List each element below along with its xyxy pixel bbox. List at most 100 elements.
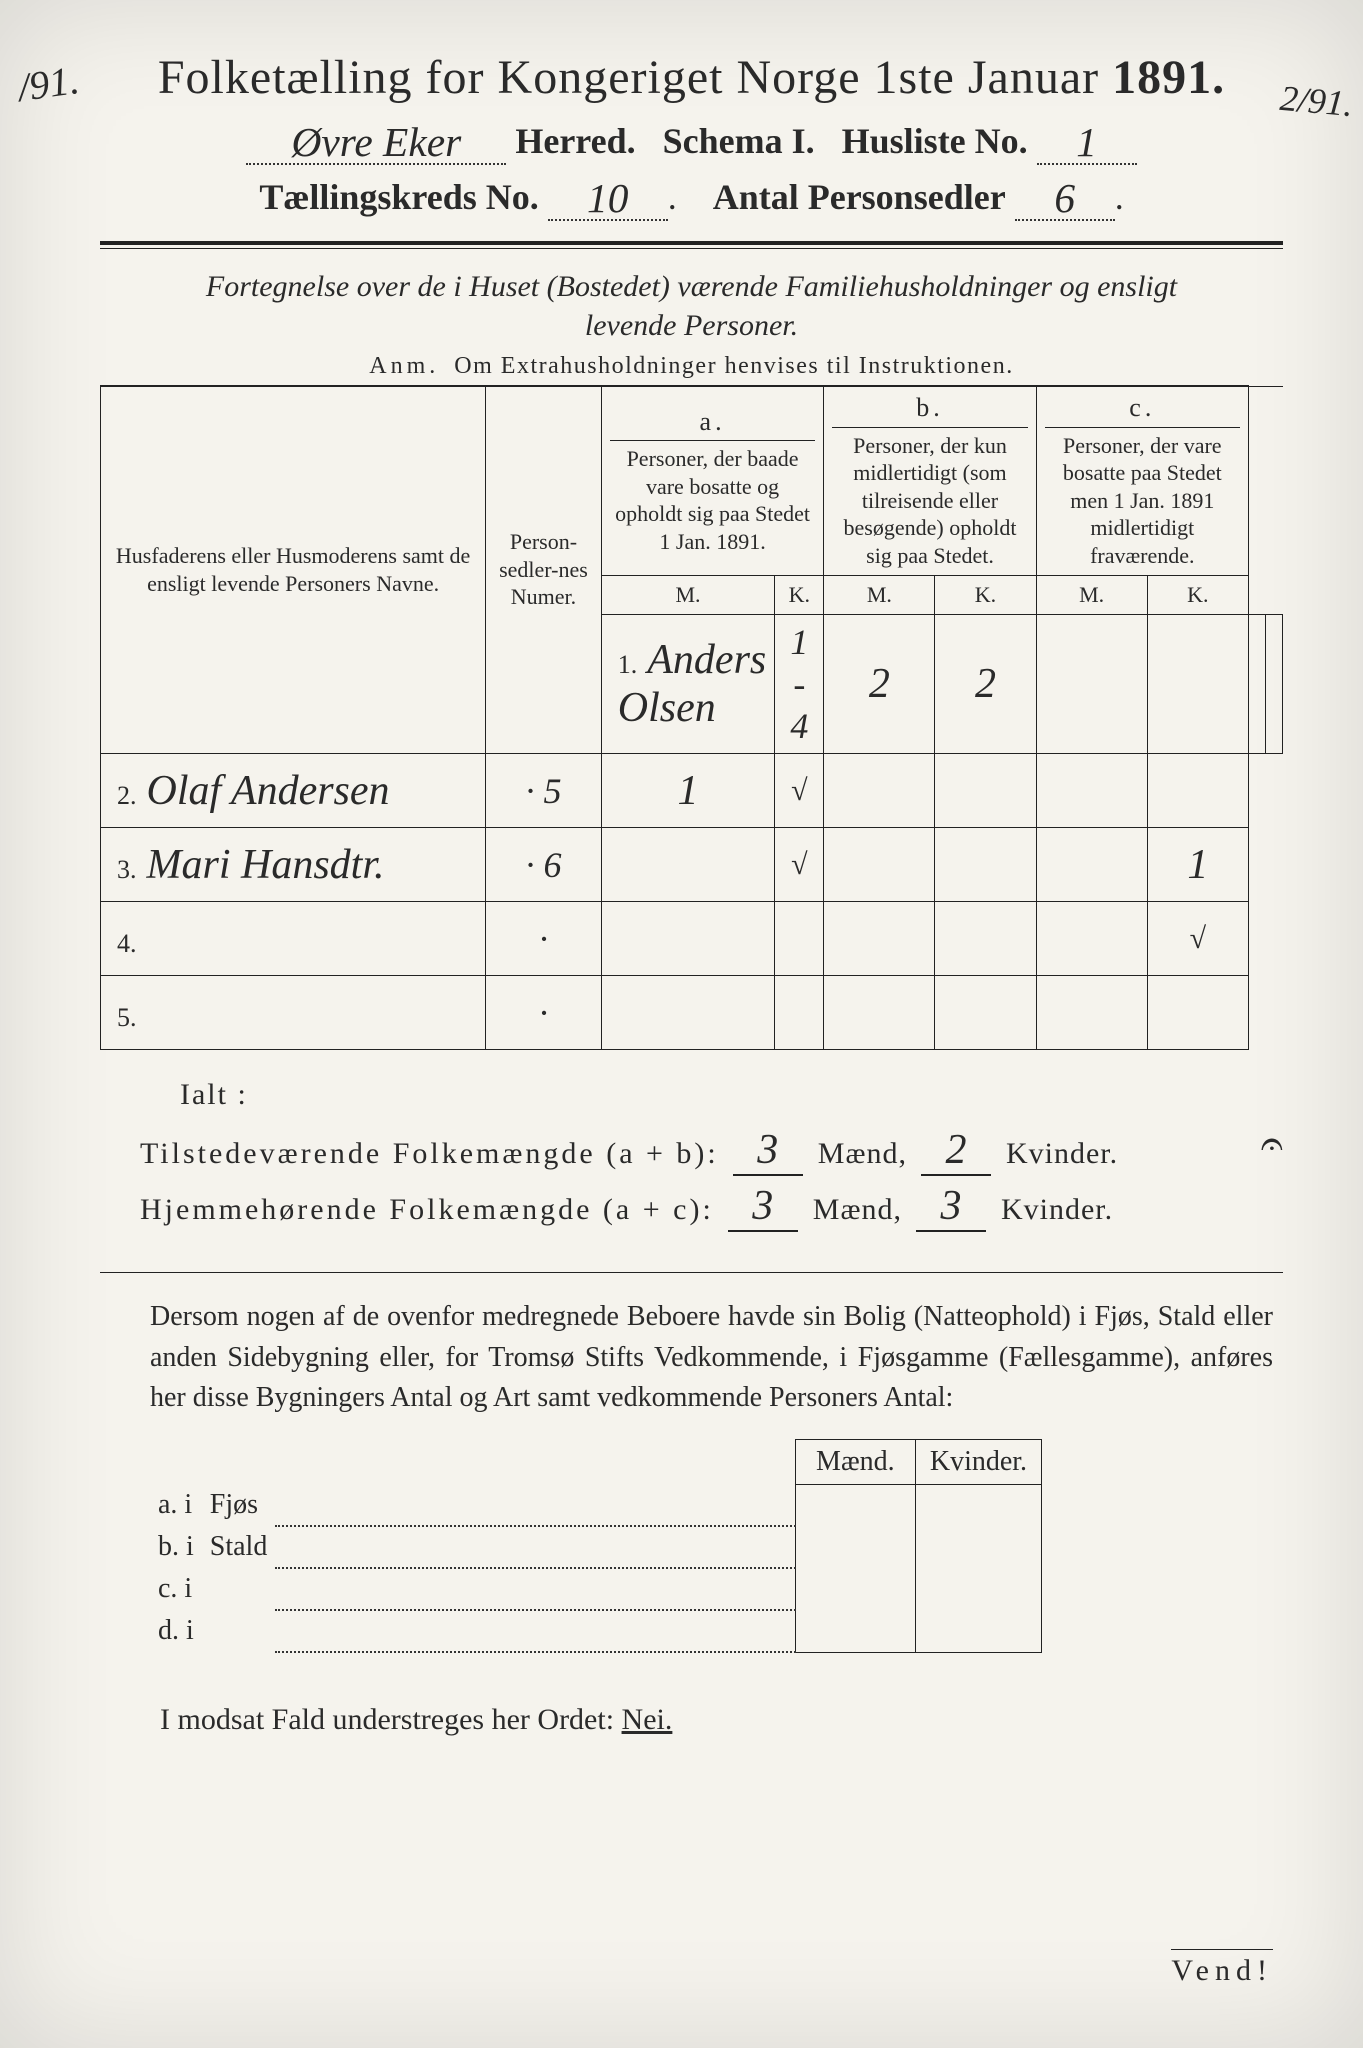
a-m: M. — [601, 576, 775, 615]
bldg-head-m: Mænd. — [795, 1439, 915, 1484]
total1-k: 2 — [945, 1127, 967, 1173]
a-text: Personer, der baade vare bosatte og opho… — [615, 446, 810, 554]
title-year: 1891. — [1112, 51, 1225, 104]
header-line-2: Tællingskreds No. 10. Antal Personsedler… — [100, 171, 1283, 221]
col-head-name-text: Husfaderens eller Husmoderens samt de en… — [116, 543, 470, 596]
bldg-stald: Stald — [202, 1526, 276, 1568]
building-table: Mænd. Kvinder. a. i Fjøs b. i Stald c. i… — [150, 1439, 1042, 1654]
right-margin-note: 2/91. — [1278, 77, 1354, 125]
antal-label: Antal Personsedler — [713, 177, 1006, 217]
table-row: 2. Olaf Andersen · 5 1 √ — [101, 754, 1283, 828]
cell: 1 — [678, 768, 699, 814]
table-head-row1: Husfaderens eller Husmoderens samt de en… — [101, 386, 1283, 576]
bldg-row: a. i Fjøs — [150, 1484, 1042, 1526]
bldg-c: c. i — [150, 1568, 202, 1610]
cell: 2 — [869, 661, 890, 707]
bldg-b: b. i — [150, 1526, 202, 1568]
bldg-d: d. i — [150, 1610, 202, 1652]
herred-label: Herred. — [515, 121, 635, 161]
total2-m: 3 — [752, 1183, 774, 1229]
b-m: M. — [824, 576, 935, 615]
c-k: K. — [1147, 576, 1248, 615]
total1-m: 3 — [757, 1127, 779, 1173]
cell: √ — [791, 774, 807, 807]
table-row: 4. · √ — [101, 902, 1283, 976]
row-num: 2. — [117, 781, 137, 810]
schema-label: Schema I. — [663, 121, 815, 161]
anm-text: Om Extrahusholdninger henvises til Instr… — [454, 353, 1013, 379]
total2-k: 3 — [940, 1183, 962, 1229]
maend-label: Mænd, — [818, 1137, 907, 1170]
bldg-row: d. i — [150, 1610, 1042, 1652]
row-name: Mari Hansdtr. — [147, 842, 385, 888]
kreds-label: Tællingskreds No. — [259, 177, 538, 217]
col-head-num-text: Person-sedler-nes Numer. — [499, 529, 588, 609]
nei-word: Nei. — [622, 1703, 673, 1736]
b-text: Personer, der kun midlertidigt (som tilr… — [844, 433, 1017, 568]
row-name: Anders Olsen — [618, 637, 767, 731]
row-num: 1. — [618, 650, 638, 679]
row-seq: 1 - 4 — [790, 622, 808, 746]
bldg-row: c. i — [150, 1568, 1042, 1610]
row-seq: · 6 — [525, 845, 561, 885]
col-head-a: a. Personer, der baade vare bosatte og o… — [601, 386, 824, 576]
row-seq: · — [539, 919, 548, 959]
cell: √ — [791, 848, 807, 881]
c-m: M. — [1036, 576, 1147, 615]
c-text: Personer, der vare bosatte paa Stedet me… — [1063, 433, 1222, 568]
total2-label: Hjemmehørende Folkemængde (a + c): — [140, 1193, 714, 1226]
table-row: 3. Mari Hansdtr. · 6 √ 1 — [101, 828, 1283, 902]
row-seq: · — [539, 993, 548, 1033]
nei-line: I modsat Fald understreges her Ordet: Ne… — [160, 1703, 1283, 1737]
col-head-num: Person-sedler-nes Numer. — [486, 386, 602, 754]
subtitle: Fortegnelse over de i Huset (Bostedet) v… — [160, 267, 1223, 345]
divider-mid — [100, 1272, 1283, 1273]
nei-text: I modsat Fald understreges her Ordet: — [160, 1703, 614, 1736]
row-num: 5. — [117, 1003, 137, 1032]
total-line-resident: Hjemmehørende Folkemængde (a + c): 3 Mæn… — [140, 1182, 1283, 1232]
anm-line: Anm. Om Extrahusholdninger henvises til … — [100, 353, 1283, 380]
bldg-row: b. i Stald — [150, 1526, 1042, 1568]
kreds-no: 10 — [587, 175, 628, 221]
b-k: K. — [935, 576, 1036, 615]
bldg-a: a. i — [150, 1484, 202, 1526]
table-row: 5. · — [101, 976, 1283, 1050]
maend-label: Mænd, — [813, 1193, 902, 1226]
census-form-page: /91. 2/91. Folketælling for Kongeriget N… — [0, 0, 1363, 2048]
page-title: Folketælling for Kongeriget Norge 1ste J… — [100, 50, 1283, 105]
row-seq: · 5 — [525, 771, 561, 811]
anm-prefix: Anm. — [369, 353, 439, 379]
bldg-head-k: Kvinder. — [915, 1439, 1041, 1484]
header-line-1: Øvre Eker Herred. Schema I. Husliste No.… — [100, 115, 1283, 165]
husliste-label: Husliste No. — [842, 121, 1028, 161]
herred-value: Øvre Eker — [292, 119, 462, 165]
c-label: c. — [1045, 392, 1240, 428]
kvinder-label: Kvinder. — [1001, 1193, 1113, 1226]
col-head-name: Husfaderens eller Husmoderens samt de en… — [101, 386, 486, 754]
husliste-no: 1 — [1076, 119, 1097, 165]
building-paragraph: Dersom nogen af de ovenfor medregnede Be… — [150, 1297, 1273, 1419]
b-label: b. — [832, 392, 1027, 428]
row-name: Olaf Andersen — [147, 768, 390, 814]
ialt-label: Ialt : — [180, 1078, 1283, 1112]
cell: 2 — [975, 661, 996, 707]
bldg-fjos: Fjøs — [202, 1484, 276, 1526]
col-head-c: c. Personer, der vare bosatte paa Stedet… — [1036, 386, 1248, 576]
title-text: Folketælling for Kongeriget Norge 1ste J… — [158, 51, 1099, 104]
total-line-present: Tilstedeværende Folkemængde (a + b): 3 M… — [140, 1126, 1283, 1176]
antal-no: 6 — [1054, 175, 1075, 221]
edge-mark: 𝄐 — [1261, 1120, 1283, 1167]
left-margin-note: /91. — [15, 56, 82, 111]
row-num: 3. — [117, 855, 137, 884]
row-num: 4. — [117, 929, 137, 958]
total1-label: Tilstedeværende Folkemængde (a + b): — [140, 1137, 719, 1170]
kvinder-label: Kvinder. — [1006, 1137, 1118, 1170]
a-label: a. — [610, 406, 816, 442]
a-k: K. — [775, 576, 824, 615]
divider-top — [100, 241, 1283, 249]
vend-label: Vend! — [1171, 1949, 1273, 1988]
cell: 1 — [1187, 842, 1208, 888]
census-table: Husfaderens eller Husmoderens samt de en… — [100, 385, 1283, 1050]
cell: √ — [1190, 922, 1206, 955]
col-head-b: b. Personer, der kun midlertidigt (som t… — [824, 386, 1036, 576]
